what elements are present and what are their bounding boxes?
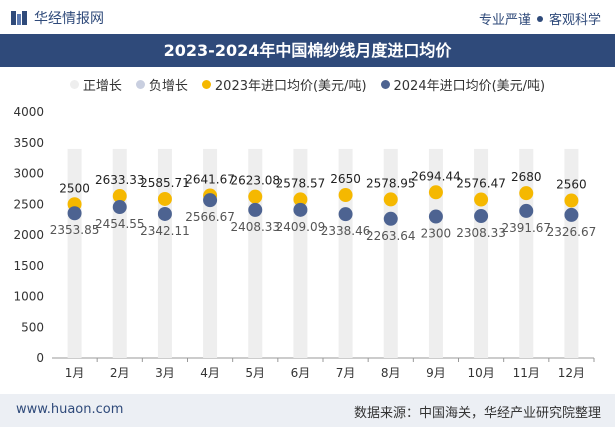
data-label-2024: 2308.33 — [456, 226, 506, 240]
x-tick-label: 10月 — [467, 366, 494, 380]
y-tick-label: 2000 — [13, 228, 44, 242]
point-2023 — [248, 189, 263, 204]
y-tick-label: 1500 — [13, 259, 44, 273]
x-tick-label: 4月 — [200, 366, 220, 380]
point-2023 — [564, 193, 579, 208]
x-tick-label: 2月 — [110, 366, 130, 380]
data-label-2023: 2680 — [511, 170, 542, 184]
data-label-2024: 2342.11 — [140, 224, 190, 238]
data-label-2023: 2585.71 — [140, 176, 190, 190]
point-2023 — [383, 192, 398, 207]
x-tick-label: 3月 — [155, 366, 175, 380]
legend-label-2023: 2023年进口均价(美元/吨) — [214, 78, 367, 94]
chart-legend: 正增长 负增长 2023年进口均价(美元/吨) 2024年进口均价(美元/吨) — [0, 72, 615, 96]
point-2023 — [338, 188, 353, 203]
data-label-2024: 2326.67 — [547, 225, 597, 239]
point-2023 — [112, 189, 127, 204]
y-tick-label: 0 — [36, 351, 44, 365]
point-2023 — [474, 192, 489, 207]
range-bar — [428, 148, 443, 358]
chart-plot: 0 500 1000 1500 2000 2500 3000 3500 4000 1月 2月 3月 4月… — [13, 105, 597, 380]
point-2024 — [203, 193, 218, 208]
data-label-2023: 2500 — [59, 181, 90, 195]
y-tick-label: 1000 — [13, 290, 44, 304]
data-label-2024: 2391.67 — [501, 221, 551, 235]
huajing-logo-icon — [11, 11, 27, 25]
x-tick-label: 12月 — [558, 366, 585, 380]
point-2024 — [474, 209, 489, 224]
point-2023 — [519, 186, 534, 201]
point-2023 — [428, 185, 443, 200]
data-label-2024: 2566.67 — [185, 210, 235, 224]
data-label-2024: 2300 — [421, 227, 452, 241]
title-bar: 2023-2024年中国棉纱线月度进口均价 — [0, 34, 615, 67]
point-2024 — [157, 206, 172, 221]
legend-label-negative: 负增长 — [148, 78, 188, 94]
data-label-2023: 2576.47 — [456, 177, 506, 191]
x-tick-label: 8月 — [381, 366, 401, 380]
data-label-2023: 2694.44 — [411, 169, 461, 183]
legend-swatch-negative — [135, 79, 145, 89]
brand[interactable]: 华经情报网 — [10, 8, 104, 28]
slogan-right: 客观科学 — [548, 13, 601, 28]
data-label-2023: 2560 — [556, 178, 587, 192]
legend-item-negative[interactable]: 负增长 — [135, 75, 188, 94]
point-2024 — [293, 202, 308, 217]
data-label-2023: 2578.95 — [366, 176, 416, 190]
data-label-2023: 2623.08 — [230, 174, 280, 188]
chart-title: 2023-2024年中国棉纱线月度进口均价 — [163, 41, 452, 60]
legend-item-positive[interactable]: 正增长 — [69, 75, 122, 94]
x-tick-label: 1月 — [65, 366, 85, 380]
point-2024 — [519, 203, 534, 218]
footer-source: 数据来源：中国海关，华经产业研究院整理 — [353, 406, 601, 421]
legend-swatch-positive — [69, 79, 79, 89]
point-2024 — [112, 200, 127, 215]
legend-item-2024[interactable]: 2024年进口均价(美元/吨) — [380, 75, 546, 94]
y-tick-label: 4000 — [13, 105, 44, 119]
legend-item-2023[interactable]: 2023年进口均价(美元/吨) — [201, 75, 367, 94]
brand-name: 华经情报网 — [34, 11, 104, 27]
top-bar: 华经情报网 专业严谨 客观科学 — [0, 0, 615, 34]
data-label-2024: 2454.55 — [95, 217, 145, 231]
legend-label-positive: 正增长 — [82, 78, 122, 94]
legend-swatch-2023 — [201, 79, 211, 89]
range-bar — [338, 148, 353, 358]
point-2023 — [157, 191, 172, 206]
data-label-2023: 2578.57 — [276, 176, 326, 190]
data-label-2023: 2633.33 — [95, 173, 145, 187]
range-bar — [67, 148, 82, 358]
point-2024 — [564, 207, 579, 222]
x-tick-label: 11月 — [513, 366, 540, 380]
separator-dot-icon — [536, 15, 543, 22]
data-label-2023: 2650 — [330, 172, 361, 186]
x-tick-label: 5月 — [245, 366, 265, 380]
point-2024 — [428, 209, 443, 224]
data-label-2024: 2353.85 — [50, 223, 100, 237]
data-label-2023: 2641.67 — [185, 173, 235, 187]
x-tick-label: 6月 — [291, 366, 311, 380]
legend-swatch-2024 — [380, 79, 390, 89]
y-tick-label: 500 — [21, 320, 44, 334]
y-tick-label: 2500 — [13, 197, 44, 211]
y-tick-label: 3000 — [13, 167, 44, 181]
slogan-left: 专业严谨 — [478, 13, 531, 28]
legend-label-2024: 2024年进口均价(美元/吨) — [393, 78, 546, 94]
data-label-2024: 2409.09 — [276, 220, 326, 234]
x-tick-label: 7月 — [336, 366, 356, 380]
footer: www.huaon.com 数据来源：中国海关，华经产业研究院整理 — [0, 394, 615, 427]
point-2024 — [338, 207, 353, 222]
x-tick-label: 9月 — [426, 366, 446, 380]
y-tick-label: 3500 — [13, 136, 44, 150]
slogan: 专业严谨 客观科学 — [479, 9, 601, 28]
point-2024 — [67, 206, 82, 221]
data-label-2024: 2338.46 — [321, 224, 371, 238]
range-bar — [519, 148, 534, 358]
point-2024 — [248, 202, 263, 217]
point-2024 — [383, 211, 398, 226]
footer-url[interactable]: www.huaon.com — [16, 402, 124, 417]
data-label-2024: 2263.64 — [366, 229, 416, 243]
point-2023 — [293, 192, 308, 207]
data-label-2024: 2408.33 — [230, 220, 280, 234]
